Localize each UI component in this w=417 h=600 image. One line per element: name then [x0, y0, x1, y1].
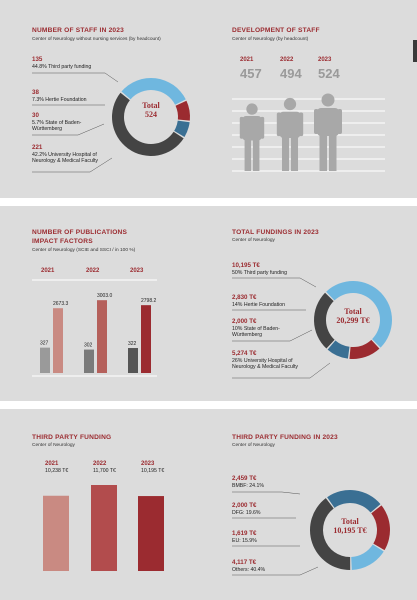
tp23-center-label: Total [341, 517, 359, 526]
fundings-center-value: 20,299 T€ [336, 316, 370, 325]
development-year-2021: 2021 [240, 57, 254, 63]
impact-factors-title: IMPACT FACTORS [32, 238, 93, 245]
fundings-label-hertie: 14% Hertie Foundation [232, 302, 286, 308]
fundings-label-third-party: 50% Third party funding [232, 270, 287, 276]
staff-label-third-party: 44.8% Third party funding [32, 64, 92, 70]
tp23-value-eu: 1,619 T€ [232, 530, 257, 537]
publications-year-2021: 2021 [41, 268, 55, 274]
staff-center-value: 524 [145, 110, 157, 119]
development-value-2022: 494 [280, 66, 302, 81]
publications-title: NUMBER OF PUBLICATIONS [32, 229, 128, 236]
third-party-value-2022: 11,700 T€ [93, 468, 116, 474]
tp23-value-dfg: 2,000 T€ [232, 502, 257, 509]
third-party-value-2021: 10,238 T€ [45, 468, 69, 474]
tp23-label-eu: EU: 15.9% [232, 538, 257, 544]
page-edge-marker [413, 40, 417, 62]
development-year-2022: 2022 [280, 57, 294, 63]
fundings-value-state: 2,000 T€ [232, 318, 257, 325]
fundings-value-third-party: 10,195 T€ [232, 262, 260, 269]
staff-subtitle: Center of Neurology without nursing serv… [32, 37, 161, 42]
tp23-center-value: 10,195 T€ [333, 526, 367, 535]
fundings-subtitle: Center of Neurology [232, 238, 275, 243]
staff-value-university: 221 [32, 144, 43, 151]
third-party-year-2022: 2022 [93, 461, 107, 467]
staff-value-hertie: 38 [32, 89, 39, 96]
development-year-2023: 2023 [318, 57, 332, 63]
staff-label-hertie: 7.3% Hertie Foundation [32, 97, 87, 103]
third-party-year-2023: 2023 [141, 461, 155, 467]
development-value-2021: 457 [240, 66, 262, 81]
staff-value-third-party: 135 [32, 56, 43, 63]
fundings-donut-center: Total 20,299 T€ [323, 307, 383, 325]
fundings-value-hertie: 2,830 T€ [232, 294, 257, 301]
third-party-value-2023: 10,195 T€ [141, 468, 165, 474]
publications-year-2022: 2022 [86, 268, 100, 274]
third-party-subtitle: Center of Neurology [32, 443, 75, 448]
staff-label-university: 42.2% University Hospital of Neurology &… [32, 152, 99, 165]
fundings-value-university: 5,274 T€ [232, 350, 257, 357]
tp23-label-bmbf: BMBF: 24.1% [232, 483, 265, 489]
fundings-label-university: 26% University Hospital of Neurology & M… [232, 358, 299, 371]
fundings-label-state: 10% State of Baden-Württemberg [232, 326, 280, 339]
third-party-title: THIRD PARTY FUNDING [32, 434, 112, 441]
development-title: DEVELOPMENT OF STAFF [232, 27, 320, 34]
panel-separator [0, 198, 417, 206]
tp23-value-others: 4,117 T€ [232, 559, 257, 566]
staff-value-state: 30 [32, 112, 39, 119]
tp23-label-others: Others: 40.4% [232, 567, 266, 573]
staff-title: NUMBER OF STAFF IN 2023 [32, 27, 125, 34]
tp23-donut-center: Total 10,195 T€ [320, 517, 380, 535]
staff-label-state: 5.7% State of Baden-Württemberg [32, 120, 82, 133]
panel-separator [0, 401, 417, 409]
staff-center-label: Total [142, 101, 160, 110]
development-value-2023: 524 [318, 66, 340, 81]
third-party-2023-subtitle: Center of Neurology [232, 443, 275, 448]
staff-donut-center: Total 524 [128, 101, 174, 119]
publications-year-2023: 2023 [130, 268, 144, 274]
fundings-title: TOTAL FUNDINGS IN 2023 [232, 229, 319, 236]
third-party-year-2021: 2021 [45, 461, 59, 467]
fundings-center-label: Total [344, 307, 362, 316]
tp23-label-dfg: DFG: 19.6% [232, 510, 261, 516]
third-party-2023-title: THIRD PARTY FUNDING IN 2023 [232, 434, 338, 441]
tp23-value-bmbf: 2,459 T€ [232, 475, 257, 482]
development-subtitle: Center of Neurology (by headcount) [232, 37, 309, 42]
publications-subtitle: Center of Neurology (SCIE and SSCI / in … [32, 248, 136, 253]
